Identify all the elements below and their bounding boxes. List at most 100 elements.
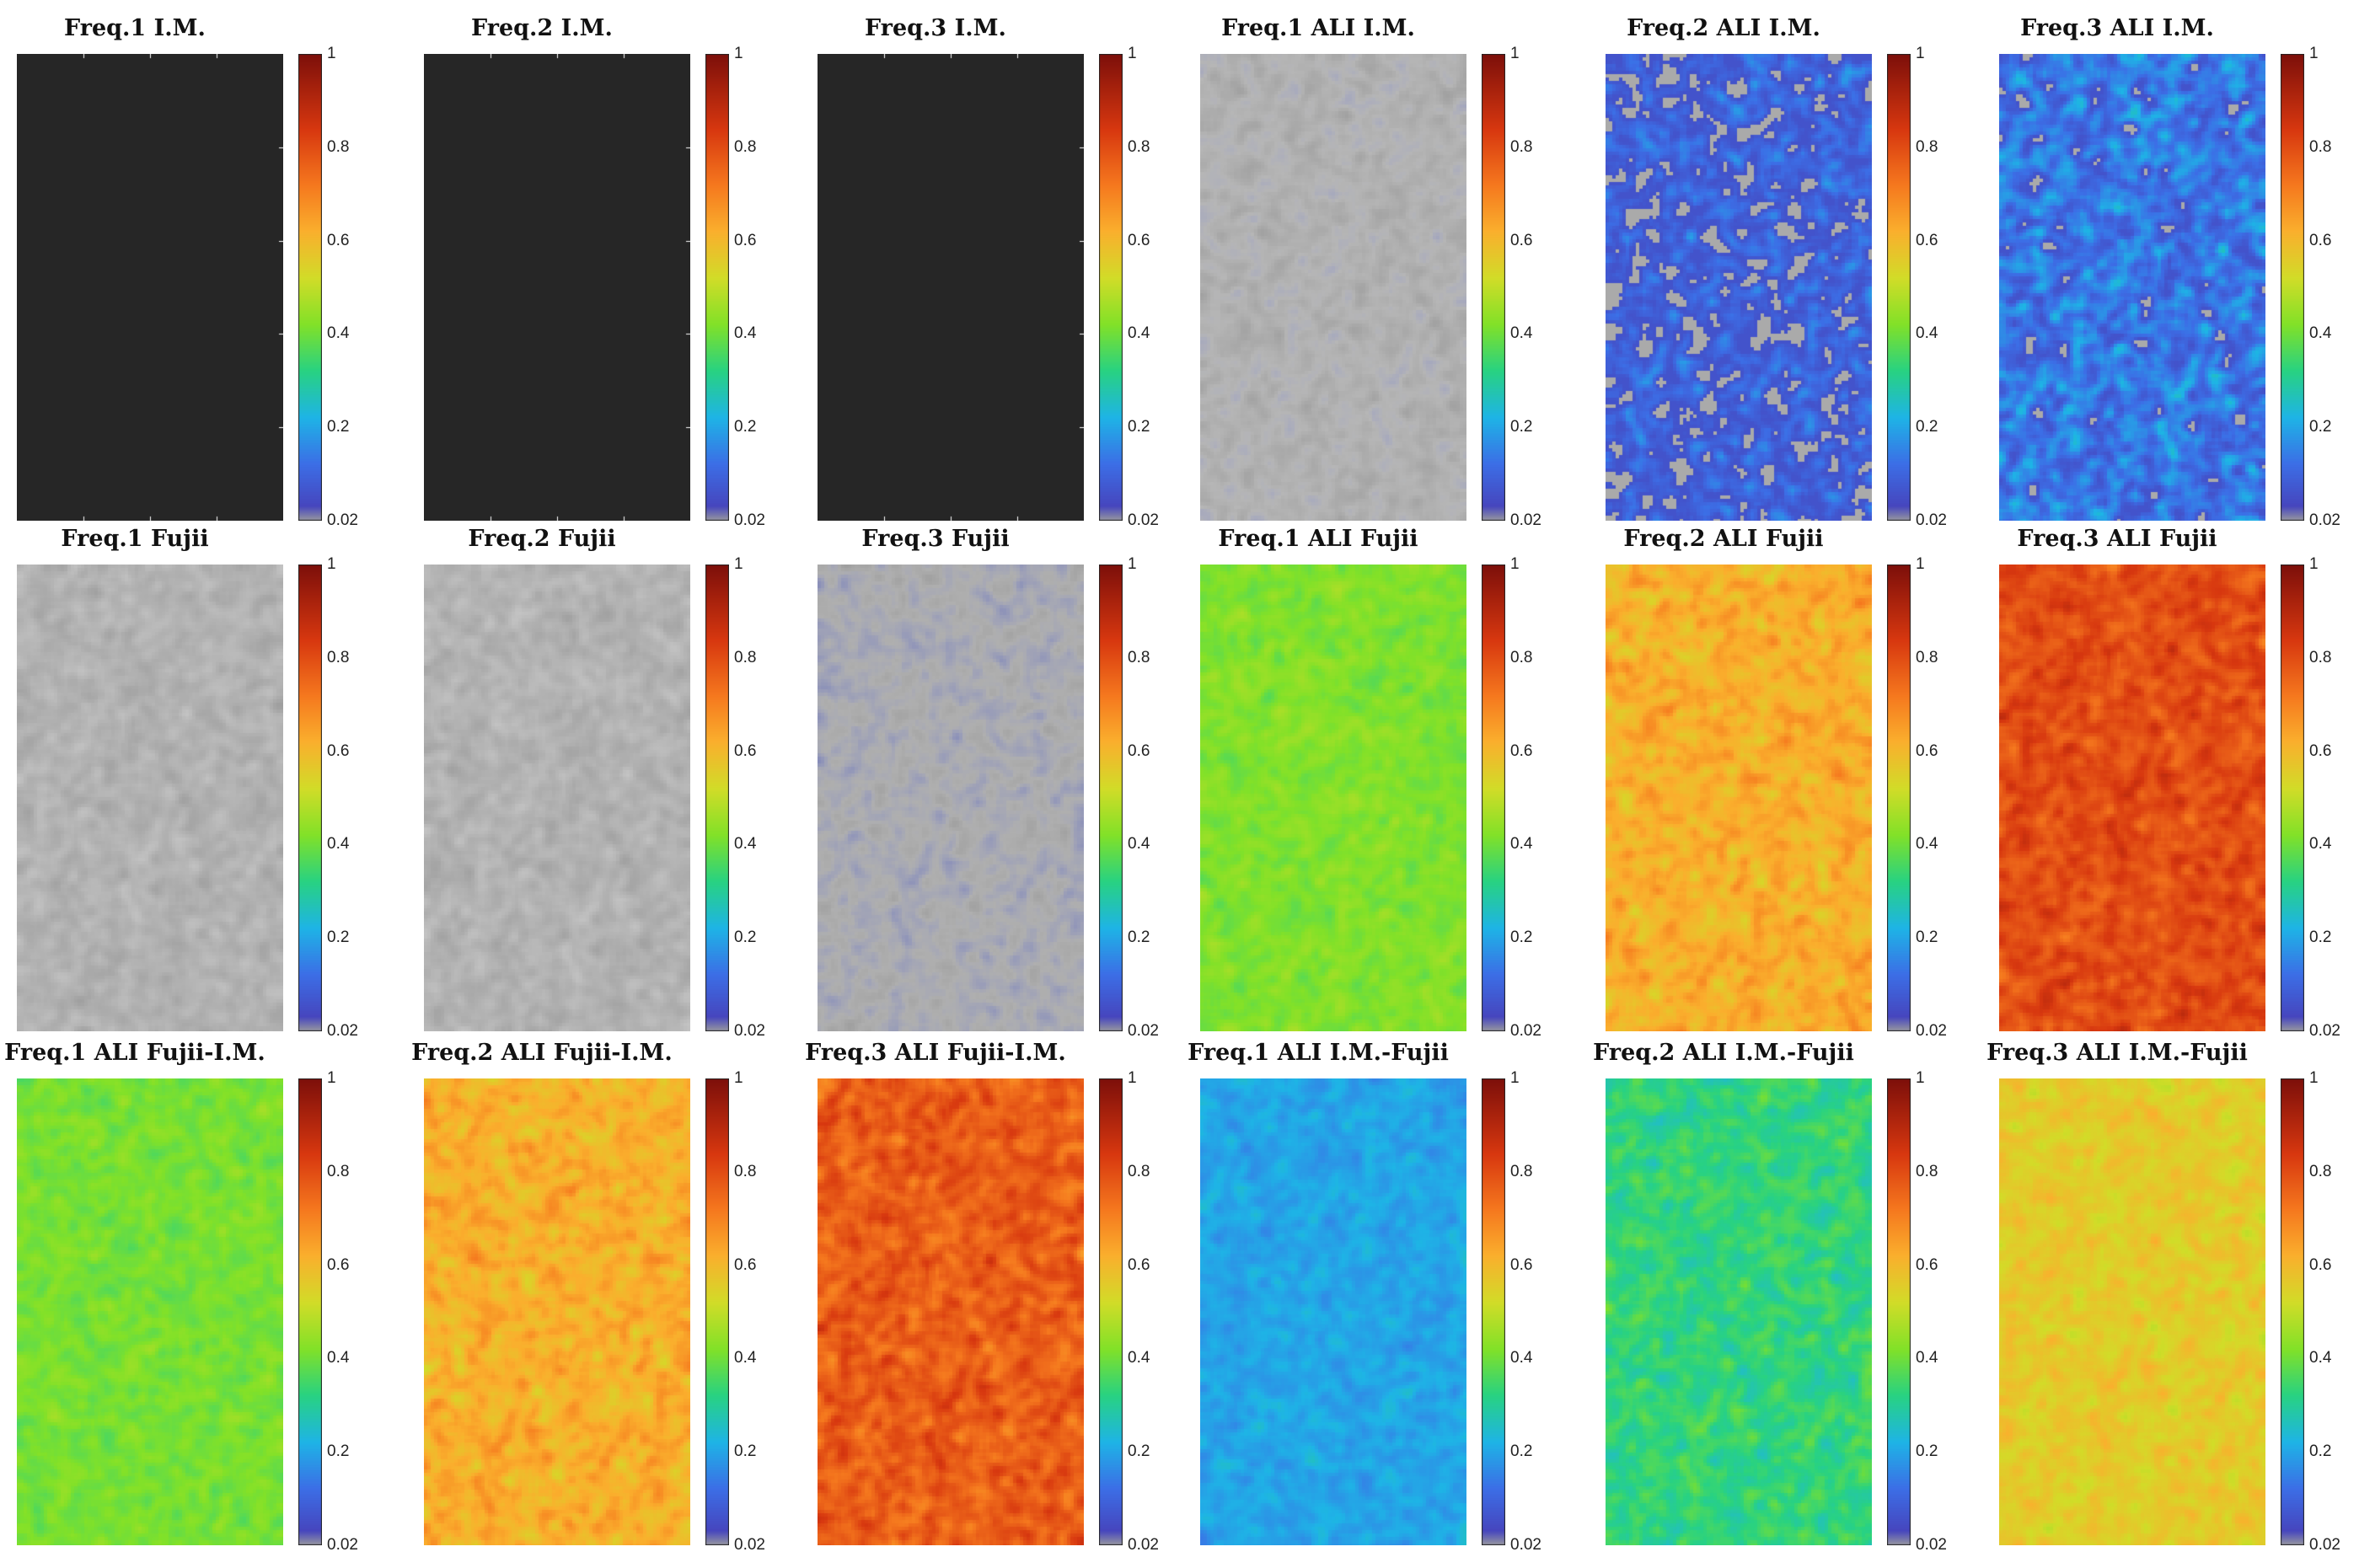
heatmap-image [1606, 1078, 1872, 1545]
heatmap-panel: Freq.1 Fujii 0.02 0.2 0.4 0.6 0.8 1 [0, 526, 371, 1039]
colorbar-tick-label: 0.4 [1916, 324, 1938, 343]
colorbar [1099, 565, 1123, 1031]
panel-title: Freq.3 I.M. [865, 15, 1006, 41]
colorbar-tick-label: 0.2 [734, 418, 757, 436]
heatmap-image [17, 54, 283, 521]
heatmap-image [424, 1078, 690, 1545]
colorbar-tick-label: 0.4 [1128, 324, 1150, 343]
colorbar [1887, 1078, 1911, 1545]
panel-title: Freq.3 ALI I.M.-Fujii [1986, 1040, 2248, 1066]
heatmap-image [1999, 1078, 2265, 1545]
panel-title: Freq.3 Fujii [861, 526, 1010, 552]
colorbar-tick-label: 1 [327, 45, 336, 62]
colorbar-tick-label: 0.8 [327, 648, 350, 666]
heatmap-panel: Freq.3 Fujii 0.02 0.2 0.4 0.6 0.8 1 [801, 526, 1171, 1039]
heatmap-panel: Freq.1 I.M. 0.02 0.2 0.4 0.6 0.8 1 [0, 15, 371, 528]
colorbar-tick-label: 0.2 [1916, 1442, 1938, 1461]
colorbar-tick-label: 0.8 [2309, 137, 2332, 156]
colorbar-tick-label: 0.6 [1916, 231, 1938, 249]
colorbar-tick-label: 0.2 [2309, 928, 2332, 947]
colorbar [298, 54, 322, 521]
heatmap-panel: Freq.3 ALI I.M.-Fujii 0.02 0.2 0.4 0.6 0.8 1 [1982, 1040, 2353, 1553]
panel-title: Freq.1 Fujii [61, 526, 209, 552]
colorbar-tick-label: 0.6 [1510, 1255, 1533, 1274]
panel-title: Freq.2 ALI Fujii-I.M. [411, 1040, 673, 1066]
heatmap-panel: Freq.2 ALI I.M. 0.02 0.2 0.4 0.6 0.8 1 [1589, 15, 1960, 528]
colorbar-tick-label: 0.6 [1128, 1255, 1150, 1274]
colorbar-tick-label: 0.2 [1510, 1442, 1533, 1461]
colorbar-tick-label: 0.2 [1916, 418, 1938, 436]
heatmap-panel: Freq.2 ALI Fujii 0.02 0.2 0.4 0.6 0.8 1 [1589, 526, 1960, 1039]
colorbar-tick-label: 0.2 [1510, 418, 1533, 436]
colorbar-tick-label: 1 [2309, 555, 2319, 573]
colorbar-tick-label: 0.2 [1128, 928, 1150, 947]
colorbar-tick-label: 0.6 [327, 231, 350, 249]
colorbar-tick-label: 0.8 [1916, 137, 1938, 156]
colorbar [1482, 1078, 1505, 1545]
heatmap-image [818, 565, 1084, 1031]
colorbar-tick-label: 0.8 [734, 137, 757, 156]
heatmap-panel: Freq.3 ALI Fujii 0.02 0.2 0.4 0.6 0.8 1 [1982, 526, 2353, 1039]
heatmap-panel: Freq.3 I.M. 0.02 0.2 0.4 0.6 0.8 1 [801, 15, 1171, 528]
heatmap-panel: Freq.1 ALI Fujii 0.02 0.2 0.4 0.6 0.8 1 [1183, 526, 1554, 1039]
colorbar-tick-label: 0.4 [1510, 1349, 1533, 1367]
colorbar-tick-label: 0.2 [327, 418, 350, 436]
colorbar-tick-label: 0.8 [1128, 137, 1150, 156]
heatmap-panel: Freq.1 ALI I.M. 0.02 0.2 0.4 0.6 0.8 1 [1183, 15, 1554, 528]
panel-title: Freq.2 ALI I.M.-Fujii [1593, 1040, 1854, 1066]
panel-title: Freq.3 ALI Fujii [2017, 526, 2217, 552]
colorbar-tick-label: 1 [734, 555, 743, 573]
panel-title: Freq.1 ALI Fujii [1218, 526, 1418, 552]
colorbar-tick-label: 1 [1510, 555, 1520, 573]
colorbar-tick-label: 0.6 [1916, 741, 1938, 760]
colorbar-tick-label: 0.02 [2309, 511, 2340, 529]
colorbar-tick-label: 1 [1510, 45, 1520, 62]
colorbar-tick-label: 1 [734, 1069, 743, 1087]
colorbar [2281, 1078, 2304, 1545]
colorbar-tick-label: 0.8 [734, 648, 757, 666]
colorbar-tick-label: 0.02 [327, 1022, 358, 1040]
heatmap-image [424, 54, 690, 521]
colorbar-tick-label: 0.02 [1916, 511, 1947, 529]
colorbar-tick-label: 1 [1128, 555, 1137, 573]
panel-title: Freq.1 ALI I.M.-Fujii [1188, 1040, 1449, 1066]
colorbar-tick-label: 0.4 [2309, 324, 2332, 343]
panel-title: Freq.2 ALI I.M. [1627, 15, 1820, 41]
colorbar-tick-label: 0.6 [734, 231, 757, 249]
colorbar-tick-label: 0.2 [2309, 418, 2332, 436]
colorbar-tick-label: 1 [734, 45, 743, 62]
colorbar [1099, 54, 1123, 521]
colorbar [1099, 1078, 1123, 1545]
colorbar-tick-label: 0.6 [734, 1255, 757, 1274]
colorbar-tick-label: 0.02 [1916, 1022, 1947, 1040]
colorbar-tick-label: 0.02 [1510, 511, 1541, 529]
panel-title: Freq.1 I.M. [64, 15, 206, 41]
heatmap-image [1200, 565, 1466, 1031]
panel-title: Freq.2 Fujii [468, 526, 616, 552]
panel-title: Freq.3 ALI I.M. [2020, 15, 2214, 41]
colorbar-tick-label: 0.02 [734, 1536, 765, 1554]
colorbar-tick-label: 0.2 [2309, 1442, 2332, 1461]
colorbar-tick-label: 0.8 [1128, 1162, 1150, 1180]
colorbar-tick-label: 0.8 [1128, 648, 1150, 666]
colorbar-tick-label: 0.02 [1128, 1022, 1159, 1040]
colorbar-tick-label: 0.8 [1916, 1162, 1938, 1180]
colorbar-tick-label: 1 [1510, 1069, 1520, 1087]
colorbar [2281, 565, 2304, 1031]
colorbar-tick-label: 1 [2309, 1069, 2319, 1087]
colorbar [1482, 54, 1505, 521]
colorbar-tick-label: 1 [327, 1069, 336, 1087]
colorbar-tick-label: 0.4 [2309, 835, 2332, 854]
colorbar-tick-label: 0.4 [327, 1349, 350, 1367]
colorbar [2281, 54, 2304, 521]
colorbar-tick-label: 0.6 [2309, 231, 2332, 249]
heatmap-image [1606, 54, 1872, 521]
heatmap-panel: Freq.2 I.M. 0.02 0.2 0.4 0.6 0.8 1 [407, 15, 778, 528]
colorbar-tick-label: 0.6 [2309, 741, 2332, 760]
colorbar-tick-label: 0.02 [2309, 1536, 2340, 1554]
colorbar-tick-label: 0.4 [1128, 1349, 1150, 1367]
colorbar-tick-label: 0.6 [1128, 231, 1150, 249]
colorbar-tick-label: 0.2 [734, 1442, 757, 1461]
colorbar-tick-label: 0.02 [2309, 1022, 2340, 1040]
heatmap-image [1200, 54, 1466, 521]
